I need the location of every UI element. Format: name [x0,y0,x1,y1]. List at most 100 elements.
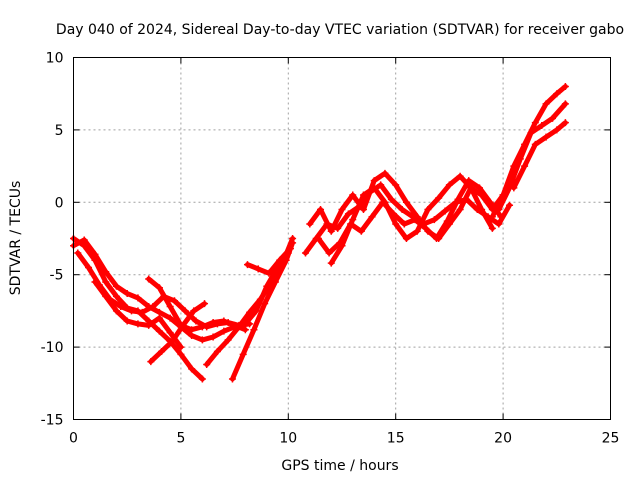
chart-title: Day 040 of 2024, Sidereal Day-to-day VTE… [56,22,624,38]
data-point [497,213,505,221]
data-point [209,333,217,341]
data-point [289,239,297,247]
data-point [145,321,153,329]
data-point [177,343,185,351]
series-line [230,240,296,382]
data-point [170,297,178,305]
series-line [511,120,568,191]
data-point [488,224,496,232]
x-axis-title: GPS time / hours [281,458,398,474]
data-point [147,358,155,366]
data-point [198,323,206,331]
data-point [134,294,142,302]
data-point [179,321,187,329]
series-track-6 [147,300,209,366]
data-point [246,320,254,328]
data-point [91,256,99,264]
data-point [531,140,539,148]
series-track-16 [510,119,569,192]
data-point [271,278,279,286]
data-point [102,278,110,286]
series-track-15 [495,100,569,214]
data-point [85,263,93,271]
x-tick-label: 10 [279,431,297,447]
axis-ticks [73,57,611,420]
data-point [527,129,535,137]
data-point [392,181,400,189]
data-point [553,90,561,98]
data-point [370,177,378,185]
series-line [307,170,517,241]
data-point [209,318,217,326]
data-point [381,198,389,206]
data-point [286,245,294,253]
data-point [402,235,410,242]
data-point [443,217,451,225]
data-point [344,210,352,218]
data-point [510,184,518,192]
data-point [475,184,483,192]
x-tick-label: 0 [69,431,78,447]
data-point [155,314,163,322]
data-point [256,295,264,303]
data-point [495,206,503,214]
y-tick-label: 0 [55,195,64,211]
data-point [254,265,262,273]
data-point [190,307,198,315]
data-point [241,326,249,334]
data-point [282,256,290,264]
series-line [328,173,495,266]
x-tick-label: 5 [176,431,185,447]
y-tick-label: -10 [41,340,64,356]
data-point [276,256,284,264]
data-point [168,337,176,345]
series-track-5 [145,275,249,334]
data-point [327,227,335,235]
data-point [456,172,464,180]
data-point [506,201,514,209]
data-point [224,336,232,344]
data-point [250,326,258,334]
plot-frame [73,57,611,420]
y-tick-label: 5 [55,123,64,139]
series-line [148,301,207,365]
data-point [166,329,174,337]
data-point [381,169,389,177]
data-point [112,307,120,315]
data-point [424,206,432,214]
data-point [158,347,166,355]
data-point [327,259,335,267]
x-tick-label: 20 [494,431,512,447]
data-point [486,198,494,206]
data-point [112,282,120,290]
data-point [561,82,569,90]
plot-area [70,82,569,383]
data-point [359,206,367,214]
y-tick-label: 10 [46,51,64,67]
data-point [542,133,550,141]
data-point [400,220,408,228]
data-point [454,195,462,203]
data-point [338,242,346,250]
data-point [435,194,443,202]
data-point [368,213,376,221]
data-point [538,122,546,130]
data-point [338,206,346,214]
data-point [228,375,236,383]
data-point [478,206,486,214]
data-point [203,360,211,368]
data-point [349,216,357,224]
data-point [117,303,125,311]
data-point [411,216,419,224]
data-point [220,327,228,335]
data-point [261,300,269,308]
data-point [177,350,185,358]
data-point [377,181,385,189]
data-point [542,100,550,108]
data-point [123,290,131,298]
data-point [398,206,406,214]
data-point [561,119,569,127]
data-point [521,162,529,170]
data-point [155,284,163,292]
data-point [456,206,464,214]
